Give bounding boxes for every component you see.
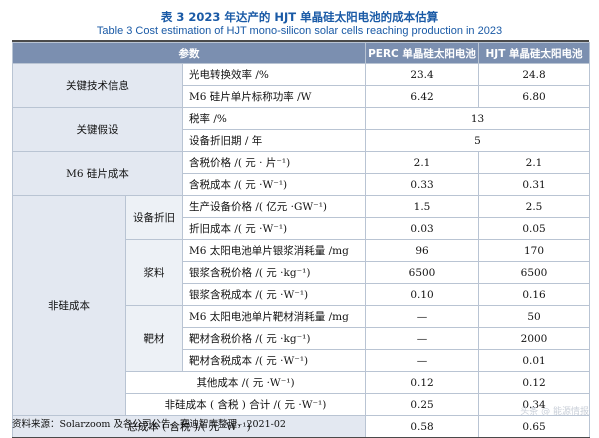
subgroup-equip-dep: 设备折旧: [125, 195, 183, 240]
shared-value: 5: [365, 129, 591, 152]
row-label: 设备折旧期 / 年: [181, 129, 367, 152]
hjt-value: 2.1: [478, 151, 591, 174]
header-param: 参数: [11, 42, 367, 64]
perc-value: 0.12: [365, 371, 480, 394]
row-label: 税率 /%: [181, 107, 367, 130]
total-label: 总成本 ( 含税 )/( 元 ·W⁻¹): [11, 415, 367, 438]
hjt-value: 0.34: [478, 393, 591, 416]
row-label: 靶材含税成本 /( 元 ·W⁻¹): [181, 349, 367, 372]
group-m6-cost: M6 硅片成本: [12, 151, 183, 196]
table-row: 设备折旧期 / 年 5: [13, 129, 591, 152]
row-label: 银浆含税价格 /( 元 ·kg⁻¹): [181, 261, 367, 284]
table-row: 浆料 M6 太阳电池单片银浆消耗量 /mg 96 170: [13, 239, 591, 306]
hjt-value: 0.05: [478, 217, 591, 240]
group-key-assume: 关键假设: [12, 107, 183, 152]
hjt-value: 24.8: [478, 63, 591, 86]
total-row: 总成本 ( 含税 )/( 元 ·W⁻¹) 0.58 0.65: [11, 415, 591, 438]
table-row: M6 硅片成本 含税价格 /( 元 · 片⁻¹) 2.1 2.1: [12, 151, 591, 196]
table-row: 关键技术信息 光电转换效率 /% 23.4 24.8: [12, 63, 591, 108]
subgroup-paste: 浆料: [125, 239, 183, 306]
perc-value: 6500: [365, 261, 480, 284]
hjt-value: 6.80: [478, 85, 591, 108]
table-row: 非硅成本 设备折旧 生产设备价格 /( 亿元 ·GW⁻¹) 1.5 2.5: [12, 195, 591, 416]
table-row: 含税成本 /( 元 ·W⁻¹) 0.33 0.31: [13, 173, 591, 196]
group-non-si: 非硅成本: [12, 195, 126, 416]
row-label: 含税价格 /( 元 · 片⁻¹): [181, 151, 367, 174]
row-label: 折旧成本 /( 元 ·W⁻¹): [181, 217, 367, 240]
perc-value: 0.33: [365, 173, 480, 196]
header-perc: PERC 单晶硅太阳电池: [365, 42, 480, 64]
perc-value: —: [365, 349, 480, 372]
shared-value: 13: [365, 107, 591, 130]
table-title-en: Table 3 Cost estimation of HJT mono-sili…: [96, 25, 503, 37]
source-note: 资料来源：Solarzoom 及各公司公告，赛迪智库整理，2021-02: [12, 419, 286, 430]
row-label: 其他成本 /( 元 ·W⁻¹): [124, 371, 367, 394]
table-row: 靶材含税价格 /( 元 ·kg⁻¹) — 2000: [13, 327, 591, 350]
perc-value: 0.03: [365, 217, 480, 240]
hjt-value: 6500: [478, 261, 591, 284]
table-row: M6 硅片单片标称功率 /W 6.42 6.80: [13, 85, 591, 108]
hjt-value: 50: [478, 305, 591, 328]
table-row: 折旧成本 /( 元 ·W⁻¹) 0.03 0.05: [13, 217, 591, 240]
table-row: 关键假设 税率 /% 13: [12, 107, 591, 152]
table-row: 靶材 M6 太阳电池单片靶材消耗量 /mg — 50: [13, 305, 591, 372]
row-label: M6 太阳电池单片银浆消耗量 /mg: [181, 239, 367, 262]
perc-total: 0.58: [365, 415, 480, 438]
header-hjt: HJT 单晶硅太阳电池: [478, 42, 591, 64]
row-label: 靶材含税价格 /( 元 ·kg⁻¹): [181, 327, 367, 350]
hjt-value: 0.01: [478, 349, 591, 372]
row-label: 光电转换效率 /%: [181, 63, 367, 86]
row-label: 含税成本 /( 元 ·W⁻¹): [181, 173, 367, 196]
row-label: 非硅成本 ( 含税 ) 合计 /( 元 ·W⁻¹): [124, 393, 367, 416]
perc-value: 0.25: [365, 393, 480, 416]
perc-value: 0.10: [365, 283, 480, 306]
table-row: 其他成本 /( 元 ·W⁻¹) 0.12 0.12: [13, 371, 591, 394]
group-key-tech: 关键技术信息: [12, 63, 183, 108]
row-label: 生产设备价格 /( 亿元 ·GW⁻¹): [181, 195, 367, 218]
table-row: 银浆含税价格 /( 元 ·kg⁻¹) 6500 6500: [13, 261, 591, 284]
row-label: M6 硅片单片标称功率 /W: [181, 85, 367, 108]
perc-value: 96: [365, 239, 480, 262]
hjt-value: 2.5: [478, 195, 591, 218]
hjt-total: 0.65: [478, 415, 591, 438]
perc-value: 2.1: [365, 151, 480, 174]
row-label: M6 太阳电池单片靶材消耗量 /mg: [181, 305, 367, 328]
perc-value: 23.4: [365, 63, 480, 86]
perc-value: —: [365, 327, 480, 350]
hjt-value: 2000: [478, 327, 591, 350]
hjt-value: 170: [478, 239, 591, 262]
table-row: 银浆含税成本 /( 元 ·W⁻¹) 0.10 0.16: [13, 283, 591, 306]
hjt-value: 0.31: [478, 173, 591, 196]
row-label: 银浆含税成本 /( 元 ·W⁻¹): [181, 283, 367, 306]
cost-table: 参数 PERC 单晶硅太阳电池 HJT 单晶硅太阳电池 关键技术信息 光电转换效…: [11, 42, 591, 438]
hjt-value: 0.12: [478, 371, 591, 394]
top-rule: [12, 40, 589, 42]
perc-value: 6.42: [365, 85, 480, 108]
subgroup-target: 靶材: [125, 305, 183, 372]
watermark: 头条 @ 能源情报: [520, 407, 589, 417]
perc-value: 1.5: [365, 195, 480, 218]
perc-value: —: [365, 305, 480, 328]
header-row: 参数 PERC 单晶硅太阳电池 HJT 单晶硅太阳电池: [11, 42, 591, 64]
hjt-value: 0.16: [478, 283, 591, 306]
table-row: 靶材含税成本 /( 元 ·W⁻¹) — 0.01: [13, 349, 591, 372]
table-title-cn: 表 3 2023 年达产的 HJT 单晶硅太阳电池的成本估算: [160, 10, 439, 24]
